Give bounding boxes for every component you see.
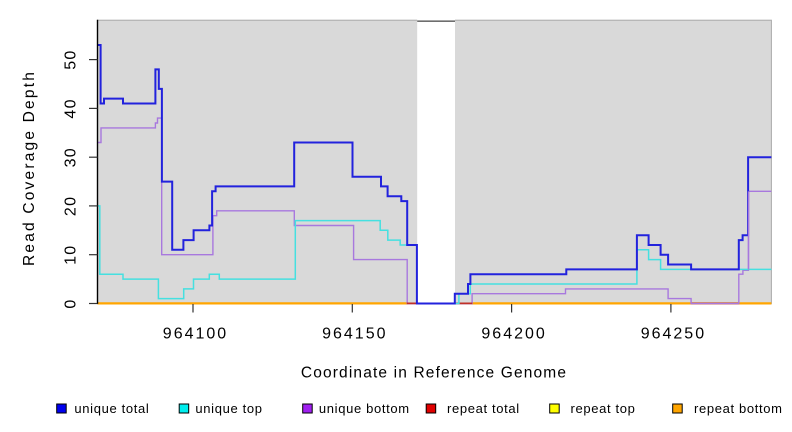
svg-text:unique bottom: unique bottom	[319, 401, 410, 416]
svg-text:0: 0	[63, 298, 80, 308]
svg-text:40: 40	[63, 98, 80, 118]
svg-text:Coordinate in Reference Genome: Coordinate in Reference Genome	[301, 364, 567, 381]
svg-text:50: 50	[63, 49, 80, 69]
svg-text:repeat top: repeat top	[571, 401, 636, 416]
svg-text:repeat total: repeat total	[447, 401, 520, 416]
svg-text:964250: 964250	[641, 325, 706, 342]
svg-text:964200: 964200	[481, 325, 546, 342]
svg-text:Read Coverage Depth: Read Coverage Depth	[21, 70, 38, 266]
svg-text:unique total: unique total	[74, 401, 149, 416]
svg-text:repeat bottom: repeat bottom	[694, 401, 783, 416]
svg-text:20: 20	[63, 196, 80, 216]
svg-text:964150: 964150	[322, 325, 387, 342]
svg-text:964100: 964100	[163, 325, 228, 342]
svg-text:unique top: unique top	[195, 401, 262, 416]
svg-text:30: 30	[63, 147, 80, 167]
svg-text:10: 10	[63, 244, 80, 264]
